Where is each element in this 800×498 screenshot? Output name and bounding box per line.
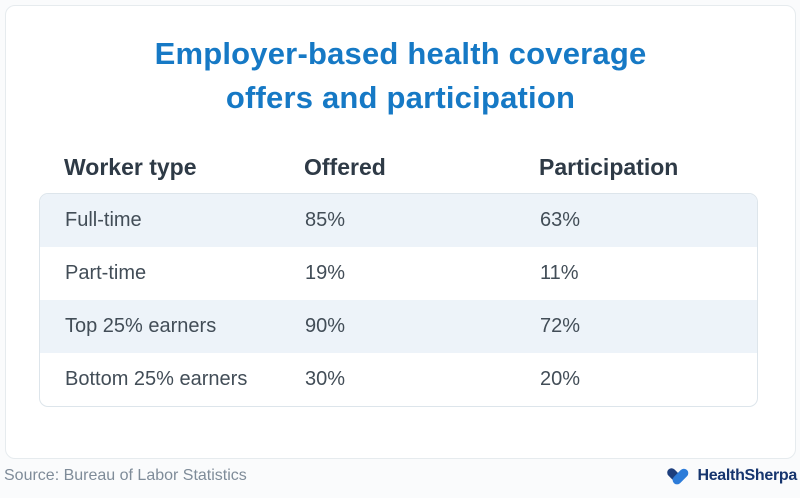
offered-cell: 30% bbox=[305, 368, 346, 390]
healthsherpa-logo: HealthSherpa bbox=[665, 463, 797, 490]
coverage-table: Worker type Offered Participation Full-t… bbox=[39, 146, 758, 407]
healthsherpa-heart-icon bbox=[667, 467, 689, 484]
worker-type-cell: Bottom 25% earners bbox=[65, 368, 248, 390]
footer: Source: Bureau of Labor Statistics Healt… bbox=[0, 460, 800, 498]
column-header-worker-type: Worker type bbox=[64, 153, 197, 180]
offered-cell: 19% bbox=[305, 262, 346, 284]
worker-type-cell: Full-time bbox=[65, 209, 142, 231]
chart-title-line1: Employer-based health coverage bbox=[154, 36, 647, 71]
chart-card: Employer-based health coverage offers an… bbox=[5, 5, 796, 459]
column-header-participation: Participation bbox=[539, 153, 679, 180]
column-header-offered: Offered bbox=[304, 153, 386, 180]
offered-cell: 90% bbox=[305, 315, 346, 337]
table-header-row: Worker type Offered Participation bbox=[39, 146, 758, 188]
offered-cell: 85% bbox=[305, 209, 346, 231]
brand-name: HealthSherpa bbox=[697, 467, 797, 484]
table-body: Full-time 85% 63% Part-time 19% 11% Top … bbox=[39, 193, 758, 407]
worker-type-cell: Part-time bbox=[65, 262, 147, 284]
participation-cell: 20% bbox=[540, 368, 581, 390]
table-row-part-time: Part-time 19% 11% bbox=[40, 247, 757, 300]
table-row-top-25-earners: Top 25% earners 90% 72% bbox=[40, 300, 757, 353]
participation-cell: 72% bbox=[540, 315, 581, 337]
source-attribution: Source: Bureau of Labor Statistics bbox=[4, 467, 247, 484]
chart-title-line2: offers and participation bbox=[225, 80, 576, 115]
participation-cell: 11% bbox=[540, 262, 579, 284]
table-row-bottom-25-earners: Bottom 25% earners 30% 20% bbox=[40, 353, 757, 406]
worker-type-cell: Top 25% earners bbox=[65, 315, 217, 337]
participation-cell: 63% bbox=[540, 209, 581, 231]
table-row-full-time: Full-time 85% 63% bbox=[40, 194, 757, 247]
chart-title: Employer-based health coverage offers an… bbox=[6, 32, 795, 120]
